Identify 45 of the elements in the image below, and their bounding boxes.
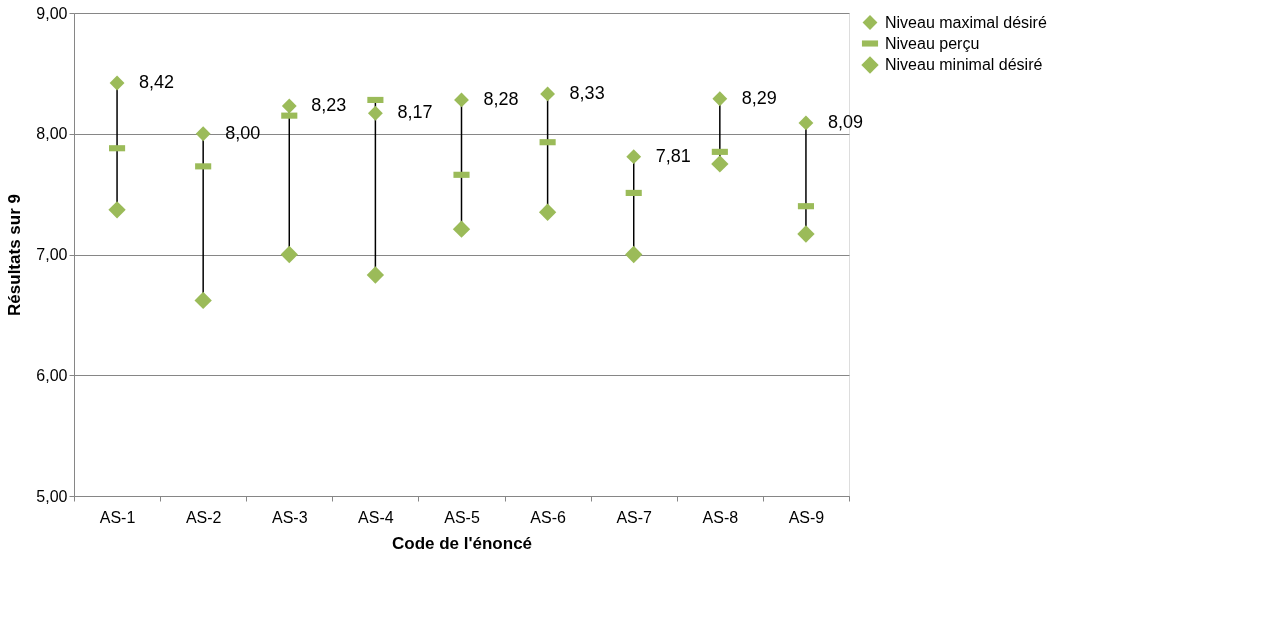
data-label: 8,33: [569, 82, 605, 103]
legend-label: Niveau perçu: [885, 34, 980, 52]
x-tick-label: AS-8: [702, 508, 739, 526]
point: [540, 86, 556, 102]
data-label: 8,23: [311, 94, 347, 115]
x-tick-label: AS-1: [99, 508, 136, 526]
point: [711, 155, 729, 173]
x-tick-label: AS-6: [530, 508, 566, 526]
data-label: 8,17: [397, 102, 433, 123]
x-tick-label: AS-9: [788, 508, 825, 526]
legend-label: Niveau maximal désiré: [885, 13, 1047, 31]
x-tick-label: AS-7: [616, 508, 653, 526]
point: [194, 291, 212, 310]
point: [280, 245, 298, 264]
point: [195, 126, 211, 142]
point: [798, 115, 814, 131]
x-tick-label: AS-5: [444, 508, 480, 526]
point: [452, 220, 471, 238]
y-axis-title: Résultats sur 9: [5, 194, 25, 316]
point: [109, 75, 125, 91]
data-label: 8,42: [139, 72, 175, 93]
point: [366, 266, 385, 284]
data-label: 7,81: [655, 145, 691, 166]
point: [712, 91, 728, 107]
y-tick-label: 7,00: [36, 246, 68, 263]
data-label: 8,00: [225, 122, 261, 143]
data-label: 8,28: [483, 88, 519, 109]
y-tick-label: 9,00: [36, 4, 68, 22]
y-tick-label: 5,00: [36, 487, 68, 505]
point: [281, 98, 297, 114]
point: [367, 105, 383, 121]
y-tick-label: 8,00: [36, 125, 68, 143]
data-label: 8,09: [827, 111, 863, 132]
x-tick-label: AS-4: [358, 508, 394, 526]
y-tick-label: 6,00: [36, 366, 68, 384]
point: [625, 245, 643, 264]
point: [108, 201, 126, 219]
point: [797, 225, 815, 243]
legend-label: Niveau minimal désiré: [885, 56, 1043, 73]
point: [538, 203, 557, 221]
x-tick-label: AS-3: [271, 508, 308, 526]
x-tick-label: AS-2: [185, 508, 222, 526]
x-axis-title: Code de l'énoncé: [391, 533, 533, 553]
data-label: 8,29: [741, 87, 777, 108]
point: [626, 149, 642, 165]
